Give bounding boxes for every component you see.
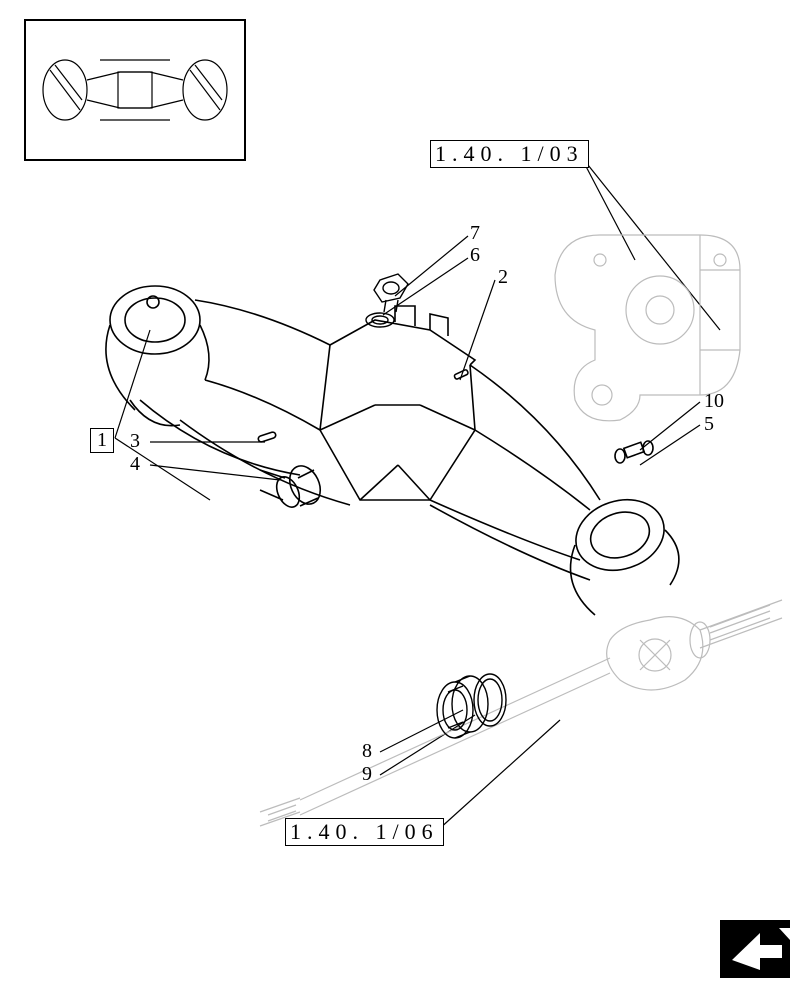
callout-3: 3 [130,430,140,453]
bushing-ring [437,674,506,738]
fill-plug [366,274,408,327]
callout-2: 2 [498,266,508,289]
callout-6: 6 [470,244,480,267]
callout-9: 9 [362,763,372,786]
ghost-shaft [260,600,782,826]
callout-10: 10 [704,390,724,413]
leader-lines [115,155,720,830]
thumbnail-box [25,20,245,160]
ref-top-right: 1.40. 1/03 [430,140,589,168]
dowel-pin [258,431,277,442]
axle-housing [106,286,679,615]
callout-5: 5 [704,413,714,436]
page-arrow-icon [720,920,790,978]
callout-4: 4 [130,453,140,476]
callout-8: 8 [362,740,372,763]
ref-bottom: 1.40. 1/06 [285,818,444,846]
callout-1: 1 [90,428,114,453]
callout-7: 7 [470,222,480,245]
diagram-canvas [0,0,812,1000]
